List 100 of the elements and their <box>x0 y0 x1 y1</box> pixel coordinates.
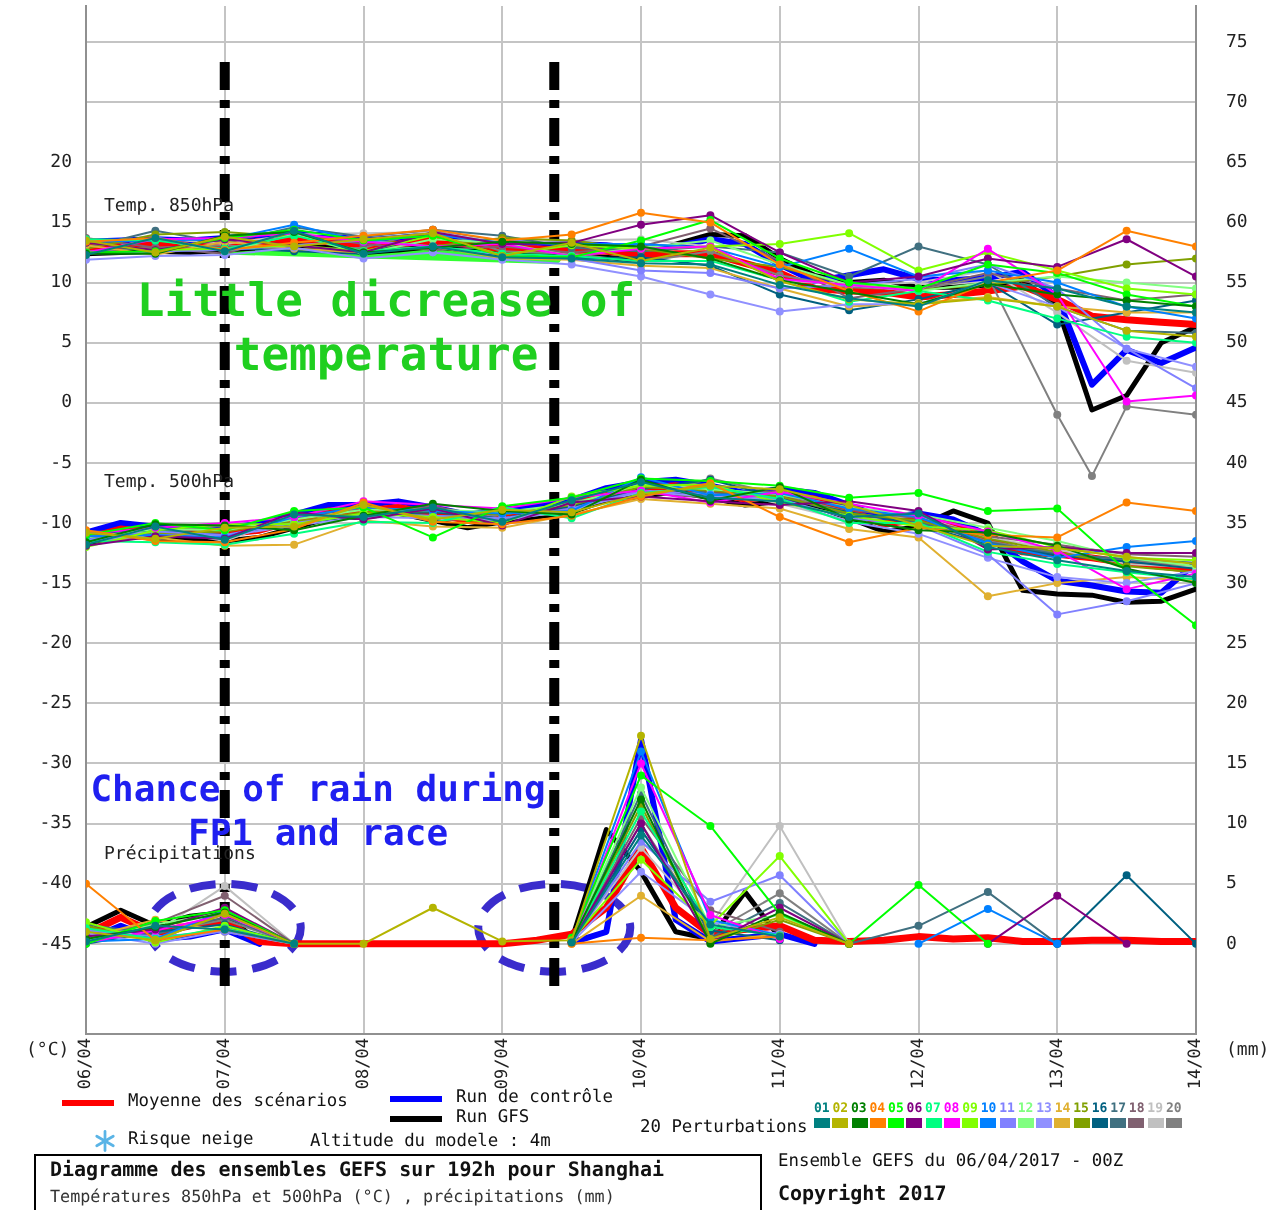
y-tick-label: -15 <box>39 573 72 594</box>
point <box>428 903 437 912</box>
point <box>637 220 645 229</box>
y2-tick-label: 55 <box>1226 273 1248 294</box>
point <box>637 759 645 768</box>
point <box>1053 504 1062 513</box>
point <box>1122 871 1131 880</box>
point <box>637 795 645 804</box>
y-axis-title: (°C) <box>26 1040 70 1061</box>
point <box>914 939 923 948</box>
y-tick-label: -45 <box>39 934 72 955</box>
y2-tick-label: 10 <box>1226 814 1248 835</box>
point <box>637 807 645 816</box>
y2-tick-label: 35 <box>1226 513 1248 534</box>
point <box>637 208 645 217</box>
point <box>1122 939 1131 948</box>
y-tick-label: -30 <box>39 754 72 775</box>
x-tick-label: 09/04 <box>492 1038 513 1090</box>
point <box>637 747 645 756</box>
y-tick-label: 0 <box>61 393 72 414</box>
point <box>845 538 854 547</box>
point <box>1122 597 1131 606</box>
y-tick-label: -20 <box>39 633 72 654</box>
point <box>290 540 299 549</box>
point <box>775 852 784 861</box>
x-tick-label: 07/04 <box>215 1038 236 1090</box>
point <box>637 867 645 876</box>
point <box>775 889 784 898</box>
y2-tick-label: 25 <box>1226 633 1248 654</box>
point <box>775 512 784 521</box>
point <box>706 897 715 906</box>
legend-title: 20 Perturbations <box>640 1118 808 1138</box>
y-tick-label: -10 <box>39 513 72 534</box>
point <box>775 307 784 316</box>
x-tick-label: 10/04 <box>631 1038 652 1090</box>
point <box>983 506 992 515</box>
y2-tick-label: 50 <box>1226 333 1248 354</box>
point <box>845 244 854 253</box>
y-tick-label: 5 <box>61 333 72 354</box>
y-tick-label: 10 <box>50 273 72 294</box>
text: Risque neige <box>128 1130 254 1150</box>
point <box>706 822 715 830</box>
y2-tick-label: 15 <box>1226 754 1248 775</box>
x-tick-label: 12/04 <box>908 1038 929 1090</box>
text: Altitude du modele : 4m <box>310 1132 551 1152</box>
annotation: Temp. 850hPa <box>104 196 235 217</box>
x-tick-label: 06/04 <box>76 1038 97 1090</box>
point <box>983 888 992 897</box>
y2-tick-label: 0 <box>1226 934 1237 955</box>
point <box>914 921 923 930</box>
y-tick-label: -35 <box>39 814 72 835</box>
point <box>1122 235 1131 244</box>
point <box>1053 320 1062 329</box>
point <box>498 937 507 946</box>
y2-axis-title: (mm) <box>1226 1040 1270 1061</box>
point <box>983 904 992 913</box>
y2-tick-label: 75 <box>1226 32 1248 53</box>
x-tick-label: 08/04 <box>353 1038 374 1090</box>
legend-label: Moyenne des scénarios <box>128 1092 348 1112</box>
y2-tick-label: 40 <box>1226 453 1248 474</box>
point <box>637 272 645 281</box>
y2-tick-label: 5 <box>1226 874 1237 895</box>
text: Températures 850hPa et 500hPa (°C) , précipitations (mm) <box>50 1186 615 1206</box>
y2-tick-label: 70 <box>1226 92 1248 113</box>
point <box>637 731 645 740</box>
y2-tick-label: 30 <box>1226 573 1248 594</box>
point <box>914 488 923 497</box>
point <box>1122 356 1131 365</box>
legend-label: Run GFS <box>456 1108 530 1128</box>
point <box>1087 472 1096 481</box>
point <box>637 891 645 900</box>
y2-tick-label: 65 <box>1226 152 1248 173</box>
point <box>845 229 854 238</box>
point <box>567 230 576 239</box>
point <box>1053 891 1062 900</box>
y-tick-label: -5 <box>50 453 72 474</box>
point <box>775 240 784 249</box>
point <box>706 290 715 299</box>
point <box>637 933 645 942</box>
point <box>220 891 229 900</box>
x-tick-label: 14/04 <box>1186 1038 1207 1090</box>
point <box>1053 610 1062 619</box>
text: Ensemble GEFS du 06/04/2017 - 00Z <box>778 1152 1124 1172</box>
point <box>637 855 645 864</box>
point <box>1122 226 1131 235</box>
point <box>1122 585 1131 594</box>
point <box>1122 260 1131 269</box>
y-tick-label: 15 <box>50 213 72 234</box>
legend-label: Run de contrôle <box>456 1088 613 1108</box>
point <box>1122 498 1131 507</box>
y-tick-label: 20 <box>50 152 72 173</box>
point <box>637 266 645 275</box>
point <box>983 592 992 601</box>
point <box>775 871 784 880</box>
point <box>359 939 368 948</box>
point <box>220 882 229 891</box>
point <box>1053 410 1062 419</box>
point <box>1053 314 1062 323</box>
y2-tick-label: 20 <box>1226 694 1248 715</box>
point <box>914 242 923 251</box>
